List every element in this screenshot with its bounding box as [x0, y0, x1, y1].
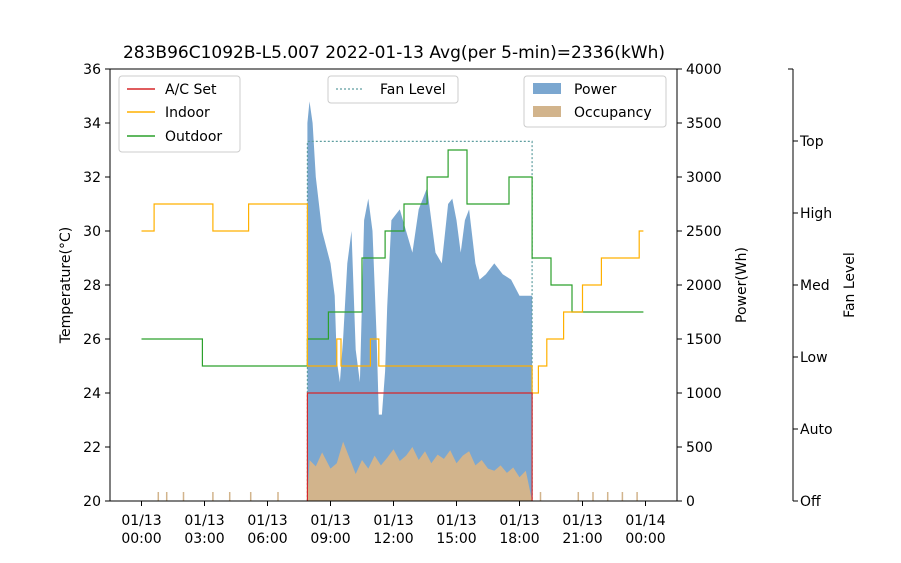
time-tick-date: 01/13 [562, 513, 602, 529]
fan-level-tick-label: Auto [800, 422, 833, 438]
legend-outdoor-label: Outdoor [165, 129, 222, 145]
time-tick-date: 01/13 [436, 513, 476, 529]
temperature-axis: 20 22 24 26 28 30 32 34 36 [83, 62, 110, 510]
power-tick-label: 500 [686, 440, 713, 456]
legend-ac-set-label: A/C Set [165, 82, 217, 98]
time-tick-time: 15:00 [436, 531, 476, 547]
time-tick-time: 00:00 [121, 531, 161, 547]
legend-power-label: Power [574, 82, 617, 98]
fan-level-tick-label: Off [800, 494, 821, 510]
time-tick-date: 01/13 [121, 513, 161, 529]
time-tick-time: 21:00 [562, 531, 602, 547]
indoor-line [141, 203, 644, 394]
power-tick-label: 3000 [686, 170, 722, 186]
outdoor-line [141, 149, 644, 367]
legend-indoor-label: Indoor [165, 105, 210, 121]
power-tick-label: 1000 [686, 386, 722, 402]
plot-area [141, 101, 644, 502]
ac-set-line [306, 392, 533, 501]
fan-level-line [306, 140, 533, 501]
fan-level-tick-label: High [800, 206, 832, 222]
power-tick-label: 4000 [686, 62, 722, 78]
temperature-tick-label: 28 [83, 278, 101, 294]
temperature-tick-label: 22 [83, 440, 101, 456]
legend-occupancy-label: Occupancy [574, 105, 652, 121]
time-tick-date: 01/13 [310, 513, 350, 529]
fan-level-tick-label: Med [800, 278, 830, 294]
power-axis-label: Power(Wh) [734, 247, 750, 323]
temperature-tick-label: 30 [83, 224, 101, 240]
temperature-tick-label: 24 [83, 386, 101, 402]
legend-center: Fan Level [327, 75, 459, 104]
occupancy-area [307, 441, 533, 501]
chart-title: 283B96C1092B-L5.007 2022-01-13 Avg(per 5… [123, 43, 665, 63]
legend-occupancy-swatch [533, 106, 561, 117]
time-tick-time: 12:00 [373, 531, 413, 547]
temperature-tick-label: 20 [83, 494, 101, 510]
time-tick-time: 18:00 [499, 531, 539, 547]
fan-level-tick-label: Top [799, 134, 824, 150]
time-tick-time: 03:00 [184, 531, 224, 547]
temperature-tick-label: 26 [83, 332, 101, 348]
legend-left: A/C Set Indoor Outdoor [118, 75, 241, 153]
power-tick-label: 2500 [686, 224, 722, 240]
occupancy-spikes [157, 492, 638, 501]
time-tick-time: 06:00 [247, 531, 287, 547]
legend-power-swatch [533, 83, 561, 94]
time-tick-time: 00:00 [625, 531, 665, 547]
time-tick-date: 01/14 [625, 513, 665, 529]
temperature-axis-label: Temperature(°C) [58, 227, 74, 344]
fan-level-tick-label: Low [800, 350, 828, 366]
power-tick-label: 2000 [686, 278, 722, 294]
time-tick-time: 09:00 [310, 531, 350, 547]
time-tick-date: 01/13 [247, 513, 287, 529]
temperature-tick-label: 34 [83, 116, 101, 132]
power-axis: 0 500 1000 1500 2000 2500 3000 3500 4000 [677, 62, 722, 510]
power-tick-label: 1500 [686, 332, 722, 348]
time-tick-date: 01/13 [184, 513, 224, 529]
fan-level-axis: Off Auto Low Med High Top [788, 68, 833, 510]
time-tick-date: 01/13 [373, 513, 413, 529]
time-axis: 01/13 00:00 01/13 03:00 01/13 06:00 01/13 09:00… [121, 501, 666, 547]
legend-fan-level-label: Fan Level [380, 82, 446, 98]
legend-right: Power Occupancy [523, 75, 667, 128]
fan-axis-label: Fan Level [842, 252, 858, 318]
temperature-tick-label: 32 [83, 170, 101, 186]
power-tick-label: 0 [686, 494, 695, 510]
power-tick-label: 3500 [686, 116, 722, 132]
power-area [307, 101, 533, 502]
time-tick-date: 01/13 [499, 513, 539, 529]
temperature-tick-label: 36 [83, 62, 101, 78]
